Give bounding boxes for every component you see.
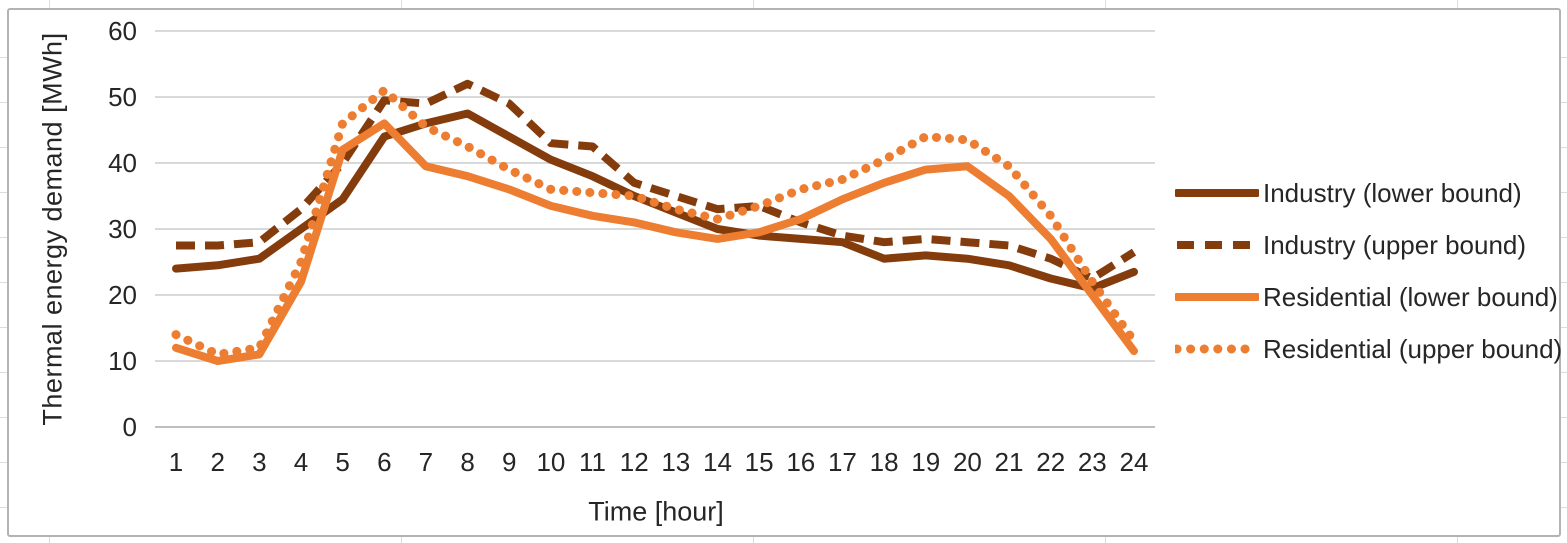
x-tick-label: 13 (661, 447, 690, 477)
x-tick-label: 24 (1120, 447, 1149, 477)
spreadsheet-gridline-stub (1105, 0, 1106, 8)
spreadsheet-gridline-stub (49, 537, 50, 543)
spreadsheet-gridline-stub (1561, 327, 1567, 328)
y-tick-label: 50 (108, 82, 137, 112)
spreadsheet-gridline-stub (0, 282, 7, 283)
x-tick-label: 14 (703, 447, 732, 477)
spreadsheet-gridline-stub (1457, 0, 1458, 8)
spreadsheet-gridline-stub (0, 372, 7, 373)
spreadsheet-gridline-stub (0, 462, 7, 463)
legend-key-line (1177, 241, 1257, 249)
spreadsheet-gridline-stub (0, 57, 7, 58)
x-tick-label: 8 (460, 447, 474, 477)
x-tick-label: 16 (786, 447, 815, 477)
legend-item-industry-upper-bound: Industry (upper bound) (1175, 229, 1562, 260)
legend-label: Residential (lower bound) (1263, 281, 1558, 312)
legend-item-industry-lower-bound: Industry (lower bound) (1175, 177, 1562, 208)
legend-label: Industry (lower bound) (1263, 177, 1522, 208)
legend-item-residential-upper-bound: Residential (upper bound) (1175, 333, 1563, 364)
x-tick-label: 15 (745, 447, 774, 477)
x-tick-label: 6 (377, 447, 391, 477)
y-tick-label: 40 (108, 148, 137, 178)
legend-key-line (1175, 344, 1259, 354)
x-tick-label: 11 (579, 447, 606, 477)
spreadsheet-gridline-stub (0, 327, 7, 328)
series-line-residential-lower-bound (172, 119, 1138, 365)
spreadsheet-gridline-stub (1105, 537, 1106, 543)
y-tick-label: 60 (108, 16, 137, 46)
x-tick-label: 10 (536, 447, 565, 477)
legend-label: Residential (upper bound) (1263, 333, 1563, 364)
legend-key-line (1175, 189, 1259, 197)
y-tick-label: 0 (123, 412, 137, 442)
spreadsheet-gridline-stub (1561, 57, 1567, 58)
x-tick-label: 21 (995, 447, 1024, 477)
spreadsheet-gridline-stub (401, 0, 402, 8)
x-tick-label: 4 (294, 447, 308, 477)
x-tick-label: 5 (335, 447, 349, 477)
x-tick-label: 2 (210, 447, 224, 477)
x-tick-label: 17 (828, 447, 857, 477)
x-tick-label: 18 (870, 447, 899, 477)
spreadsheet-gridline-stub (1561, 102, 1567, 103)
spreadsheet-gridline-stub (1561, 462, 1567, 463)
y-tick-label: 10 (108, 346, 137, 376)
spreadsheet-gridline-stub (0, 507, 7, 508)
x-tick-label: 7 (419, 447, 433, 477)
y-axis-title: Thermal energy demand [MWh] (37, 32, 68, 426)
spreadsheet-gridline-stub (0, 417, 7, 418)
spreadsheet-gridline-stub (753, 537, 754, 543)
spreadsheet-gridline-stub (1561, 192, 1567, 193)
spreadsheet-gridline-stub (49, 0, 50, 8)
spreadsheet-gridline-stub (1561, 237, 1567, 238)
legend-key-line (1175, 293, 1259, 301)
spreadsheet-gridline-stub (1561, 417, 1567, 418)
spreadsheet-gridline-stub (1561, 507, 1567, 508)
spreadsheet-gridline-stub (401, 537, 402, 543)
x-tick-label: 9 (502, 447, 516, 477)
spreadsheet-gridline-stub (0, 102, 7, 103)
x-axis-title: Time [hour] (588, 496, 724, 527)
x-tick-label: 22 (1036, 447, 1065, 477)
spreadsheet-gridline-stub (1457, 537, 1458, 543)
x-tick-label: 3 (252, 447, 266, 477)
spreadsheet-gridline-stub (0, 192, 7, 193)
x-tick-label: 20 (953, 447, 982, 477)
spreadsheet-gridline-stub (1561, 372, 1567, 373)
legend-label: Industry (upper bound) (1263, 229, 1527, 260)
x-tick-label: 23 (1078, 447, 1107, 477)
spreadsheet-gridline-stub (1561, 282, 1567, 283)
legend: Industry (lower bound) Industry (upper b… (1175, 177, 1563, 364)
spreadsheet-gridline-stub (1561, 147, 1567, 148)
y-tick-label: 30 (108, 214, 137, 244)
spreadsheet-gridline-stub (753, 0, 754, 8)
legend-item-residential-lower-bound: Residential (lower bound) (1175, 281, 1562, 312)
y-tick-label: 20 (108, 280, 137, 310)
x-tick-label: 1 (169, 447, 183, 477)
x-tick-label: 12 (620, 447, 649, 477)
series-line-residential-upper-bound (171, 85, 1139, 359)
spreadsheet-gridline-stub (0, 147, 7, 148)
spreadsheet-gridline-stub (0, 237, 7, 238)
x-tick-label: 19 (911, 447, 940, 477)
